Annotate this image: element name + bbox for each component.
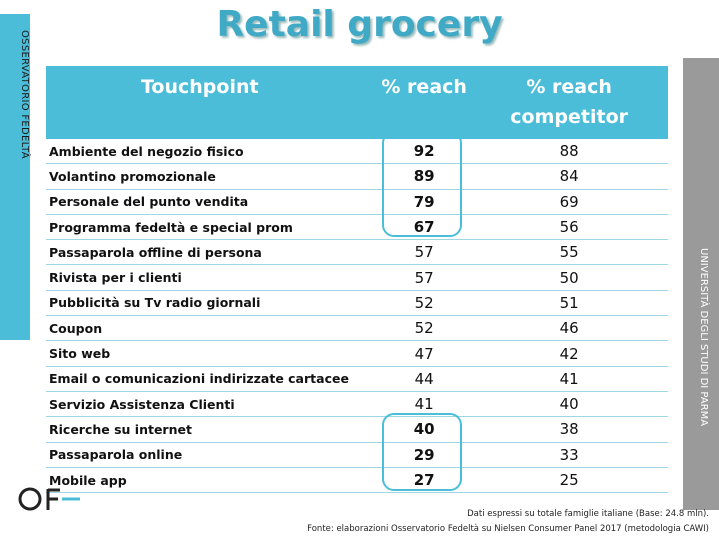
table-row: Mobile app 27 25 [46,467,668,494]
value-cell: 33 [470,442,668,468]
value-cell: 25 [470,467,668,494]
header-cell: Touchpoint [46,66,379,139]
side-label: UNIVERSITÀ DEGLI STUDI DI PARMA [698,248,709,427]
touchpoint-cell: Passaparola offline di persona [46,239,379,266]
touchpoint-cell: Email o comunicazioni indirizzate cartac… [46,366,379,392]
value-cell: 41 [470,366,668,392]
value-cell: 40 [470,391,668,418]
touchpoint-cell: Ambiente del negozio fisico [46,139,379,165]
table-row: Servizio Assistenza Clienti 41 40 [46,391,668,418]
value-cell: 89 [378,163,471,190]
value-cell: 38 [470,416,668,443]
footnote: Fonte: elaborazioni Osservatorio Fedeltà… [307,524,709,534]
table-body: Ambiente del negozio fisico 92 88 Volantino… [46,139,668,494]
value-cell: 79 [378,189,471,215]
header-cell: % reach competitor [470,66,668,139]
value-cell: 44 [378,366,471,392]
side-bar: OSSERVATORIO FEDELTÀ [0,14,30,340]
footnote: Dati espressi su totale famiglie italian… [467,509,709,519]
logo [18,487,80,511]
touchpoint-cell: Coupon [46,315,379,342]
value-cell: 42 [470,340,668,367]
value-cell: 46 [470,315,668,342]
table-row: Programma fedeltà e special prom 67 56 [46,214,668,241]
value-cell: 69 [470,189,668,215]
table-row: Passaparola online 29 33 [46,442,668,468]
value-cell: 41 [378,391,471,418]
header-row: Touchpoint % reach % reach competitor [46,66,668,139]
side-label: OSSERVATORIO FEDELTÀ [19,30,30,159]
table-row: Passaparola offline di persona 57 55 [46,239,668,266]
value-cell: 88 [470,139,668,165]
table: Touchpoint % reach % reach competitor Am… [46,66,668,494]
touchpoint-cell: Rivista per i clienti [46,264,379,291]
value-cell: 56 [470,214,668,241]
value-cell: 52 [378,315,471,342]
table-row: Coupon 52 46 [46,315,668,342]
highlight-box [382,413,462,491]
touchpoint-cell: Passaparola online [46,442,379,468]
table-row: Email o comunicazioni indirizzate cartac… [46,366,668,392]
table-row: Volantino promozionale 89 84 [46,163,668,190]
header-cell: % reach [378,66,471,139]
side-bar: UNIVERSITÀ DEGLI STUDI DI PARMA [683,58,719,510]
touchpoint-cell: Programma fedeltà e special prom [46,214,379,241]
table-row: Personale del punto vendita 79 69 [46,189,668,215]
value-cell: 47 [378,340,471,367]
value-cell: 55 [470,239,668,266]
table-row: Ambiente del negozio fisico 92 88 [46,139,668,165]
highlight-box [382,131,462,237]
value-cell: 51 [470,290,668,317]
value-cell: 50 [470,264,668,291]
value-cell: 84 [470,163,668,190]
value-cell: 57 [378,239,471,266]
touchpoint-cell: Ricerche su internet [46,416,379,443]
touchpoint-cell: Volantino promozionale [46,163,379,190]
touchpoint-cell: Sito web [46,340,379,367]
touchpoint-cell: Mobile app [46,467,379,494]
value-cell: 52 [378,290,471,317]
title: Retail grocery [216,4,503,45]
value-cell: 57 [378,264,471,291]
touchpoint-cell: Personale del punto vendita [46,189,379,215]
touchpoint-cell: Servizio Assistenza Clienti [46,391,379,418]
table-row: Pubblicità su Tv radio giornali 52 51 [46,290,668,317]
touchpoint-cell: Pubblicità su Tv radio giornali [46,290,379,317]
table-row: Ricerche su internet 40 38 [46,416,668,443]
value-cell: 29 [378,442,471,468]
table-row: Sito web 47 42 [46,340,668,367]
value-cell: 92 [378,139,471,165]
table-row: Rivista per i clienti 57 50 [46,264,668,291]
